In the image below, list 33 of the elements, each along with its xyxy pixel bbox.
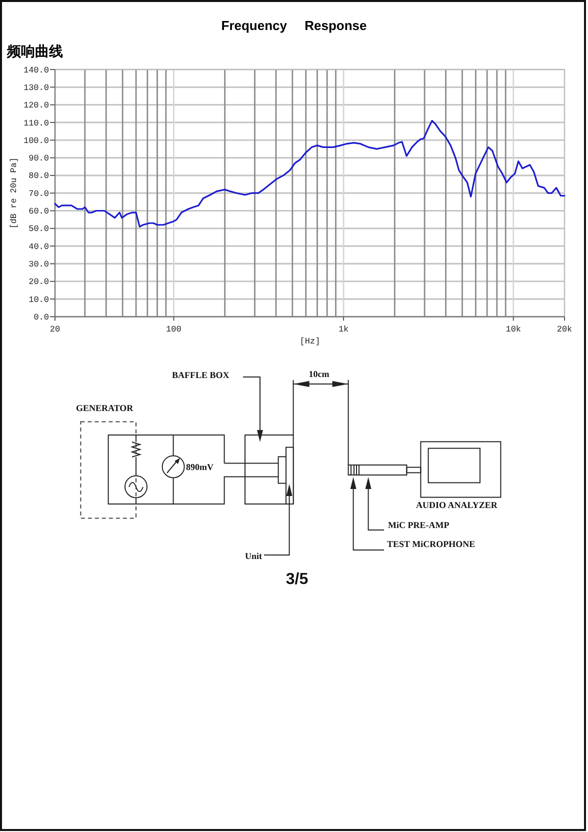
y-tick-label: 80.0 [28,171,49,182]
y-tick-label: 130.0 [23,82,49,93]
y-tick-label: 20.0 [28,277,49,288]
y-tick-label: 40.0 [28,242,49,252]
y-tick-label: 10.0 [28,294,49,305]
y-axis-title: [dB re 20u Pa] [9,157,19,229]
x-tick-label: 100 [166,324,182,335]
x-tick-label: 10k [506,324,522,335]
y-tick-label: 90.0 [28,154,49,164]
text: 3/5 [286,571,308,588]
chart-subtitle: 频响曲线 [6,44,63,60]
y-tick-label: 70.0 [28,188,49,199]
text: GENERATOR [76,403,134,413]
y-tick-label: 140.0 [23,65,49,76]
text: BAFFLE BOX [172,370,230,380]
x-axis-title: [Hz] [300,336,320,347]
y-tick-label: 50.0 [28,224,49,234]
text: Unit [244,551,262,561]
text: TEST MiCROPHONE [387,539,476,549]
y-tick-label: 120.0 [23,100,49,111]
x-tick-label: 1k [338,324,349,335]
y-tick-label: 30.0 [28,260,49,270]
x-tick-label: 20k [556,324,572,335]
chart-title: Frequency Response [221,18,367,33]
x-tick-label: 20 [50,324,60,335]
text: MiC PRE-AMP [388,520,450,530]
y-tick-label: 110.0 [23,118,49,128]
y-tick-label: 100.0 [23,136,49,146]
text: 890mV [186,462,214,472]
y-tick-label: 0.0 [34,312,49,323]
y-tick-label: 60.0 [28,206,49,217]
text: AUDIO ANALYZER [416,500,498,510]
text: 10cm [308,369,330,379]
